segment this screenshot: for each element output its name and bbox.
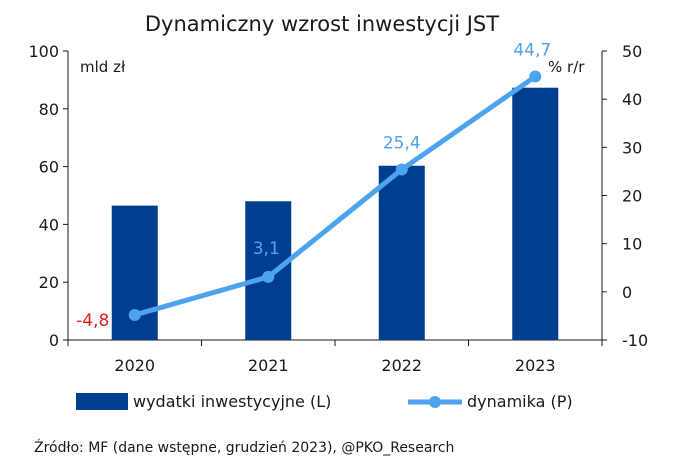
data-label: -4,8 <box>76 311 109 331</box>
right-tick-label: 50 <box>622 42 642 61</box>
left-tick-label: 100 <box>28 42 59 61</box>
data-labels: -4,8 3,1 25,4 44,7 <box>76 41 551 331</box>
chart-title: Dynamiczny wzrost inwestycji JST <box>145 12 499 36</box>
left-tick-label: 0 <box>49 331 59 350</box>
left-axis-unit: mld zł <box>80 58 126 76</box>
legend: wydatki inwestycyjne (L) dynamika (P) <box>76 392 573 411</box>
line-marker <box>529 70 542 83</box>
right-tick-label: 20 <box>622 187 642 206</box>
right-tick-label: 40 <box>622 90 642 109</box>
x-tick-label: 2021 <box>248 356 289 375</box>
line-path <box>132 74 538 318</box>
bar <box>245 201 292 340</box>
data-label: 25,4 <box>383 133 421 153</box>
right-tick-label: 10 <box>622 235 642 254</box>
x-tick-label: 2020 <box>114 356 155 375</box>
line-series <box>128 70 542 321</box>
bar <box>512 87 559 340</box>
source-note: Źródło: MF (dane wstępne, grudzień 2023)… <box>34 438 454 456</box>
legend-line-label: dynamika (P) <box>467 392 573 411</box>
legend-bar-swatch <box>76 393 128 410</box>
chart-axes: 0 20 40 60 80 100 mld zł -10 0 10 20 30 40 50 % r/r 202… <box>28 42 648 375</box>
line-marker <box>262 270 275 283</box>
left-tick-label: 80 <box>39 100 59 119</box>
right-tick-label: -10 <box>622 331 648 350</box>
right-tick-label: 0 <box>622 283 632 302</box>
bar <box>378 165 425 340</box>
x-tick-label: 2023 <box>515 356 556 375</box>
left-tick-label: 40 <box>39 215 59 234</box>
left-tick-label: 20 <box>39 273 59 292</box>
line-marker <box>395 163 408 176</box>
legend-line-marker <box>429 396 441 408</box>
line-marker <box>128 308 141 321</box>
data-label: 3,1 <box>253 239 280 259</box>
data-label: 44,7 <box>513 41 551 61</box>
x-tick-label: 2022 <box>381 356 422 375</box>
right-axis-unit: % r/r <box>548 58 585 76</box>
right-tick-label: 30 <box>622 138 642 157</box>
legend-bar-label: wydatki inwestycyjne (L) <box>133 392 331 411</box>
left-tick-label: 60 <box>39 158 59 177</box>
bar-series <box>111 87 559 340</box>
